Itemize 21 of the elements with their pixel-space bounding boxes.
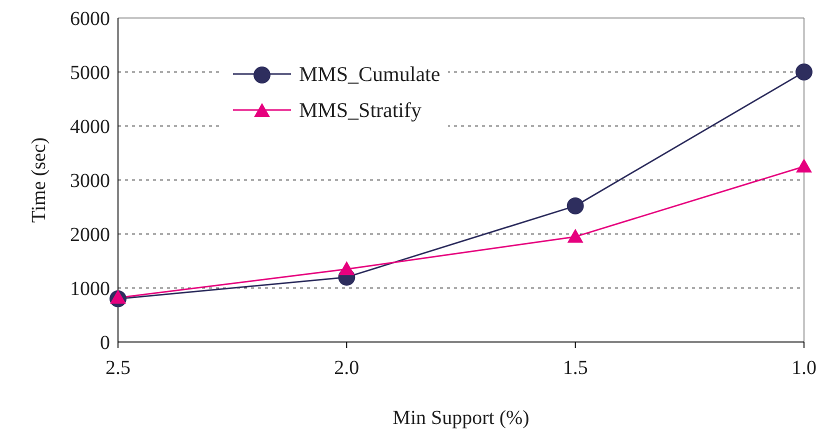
legend-label: MMS_Stratify bbox=[298, 96, 423, 124]
y-axis-title: Time (sec) bbox=[28, 137, 50, 223]
y-tick-label: 2000 bbox=[70, 224, 110, 246]
y-tick-label: 5000 bbox=[70, 62, 110, 84]
point bbox=[110, 290, 126, 304]
y-tick-label: 4000 bbox=[70, 116, 110, 138]
point bbox=[796, 158, 812, 172]
point bbox=[338, 261, 355, 276]
legend-label: MMS_Cumulate bbox=[298, 60, 440, 88]
y-tick-label: 0 bbox=[100, 332, 110, 354]
x-tick-label: 1.5 bbox=[562, 357, 588, 380]
y-tick-label: 3000 bbox=[70, 170, 110, 192]
y-tick-label: 1000 bbox=[70, 278, 110, 300]
point bbox=[796, 64, 812, 80]
point bbox=[567, 228, 584, 243]
y-tick-label: 6000 bbox=[70, 8, 110, 30]
x-tick-label: 1.0 bbox=[792, 357, 816, 380]
x-tick-label: 2.5 bbox=[106, 357, 130, 380]
point bbox=[566, 197, 584, 214]
x-tick-label: 2.0 bbox=[334, 357, 360, 380]
x-axis-title: Min Support (%) bbox=[392, 407, 530, 430]
